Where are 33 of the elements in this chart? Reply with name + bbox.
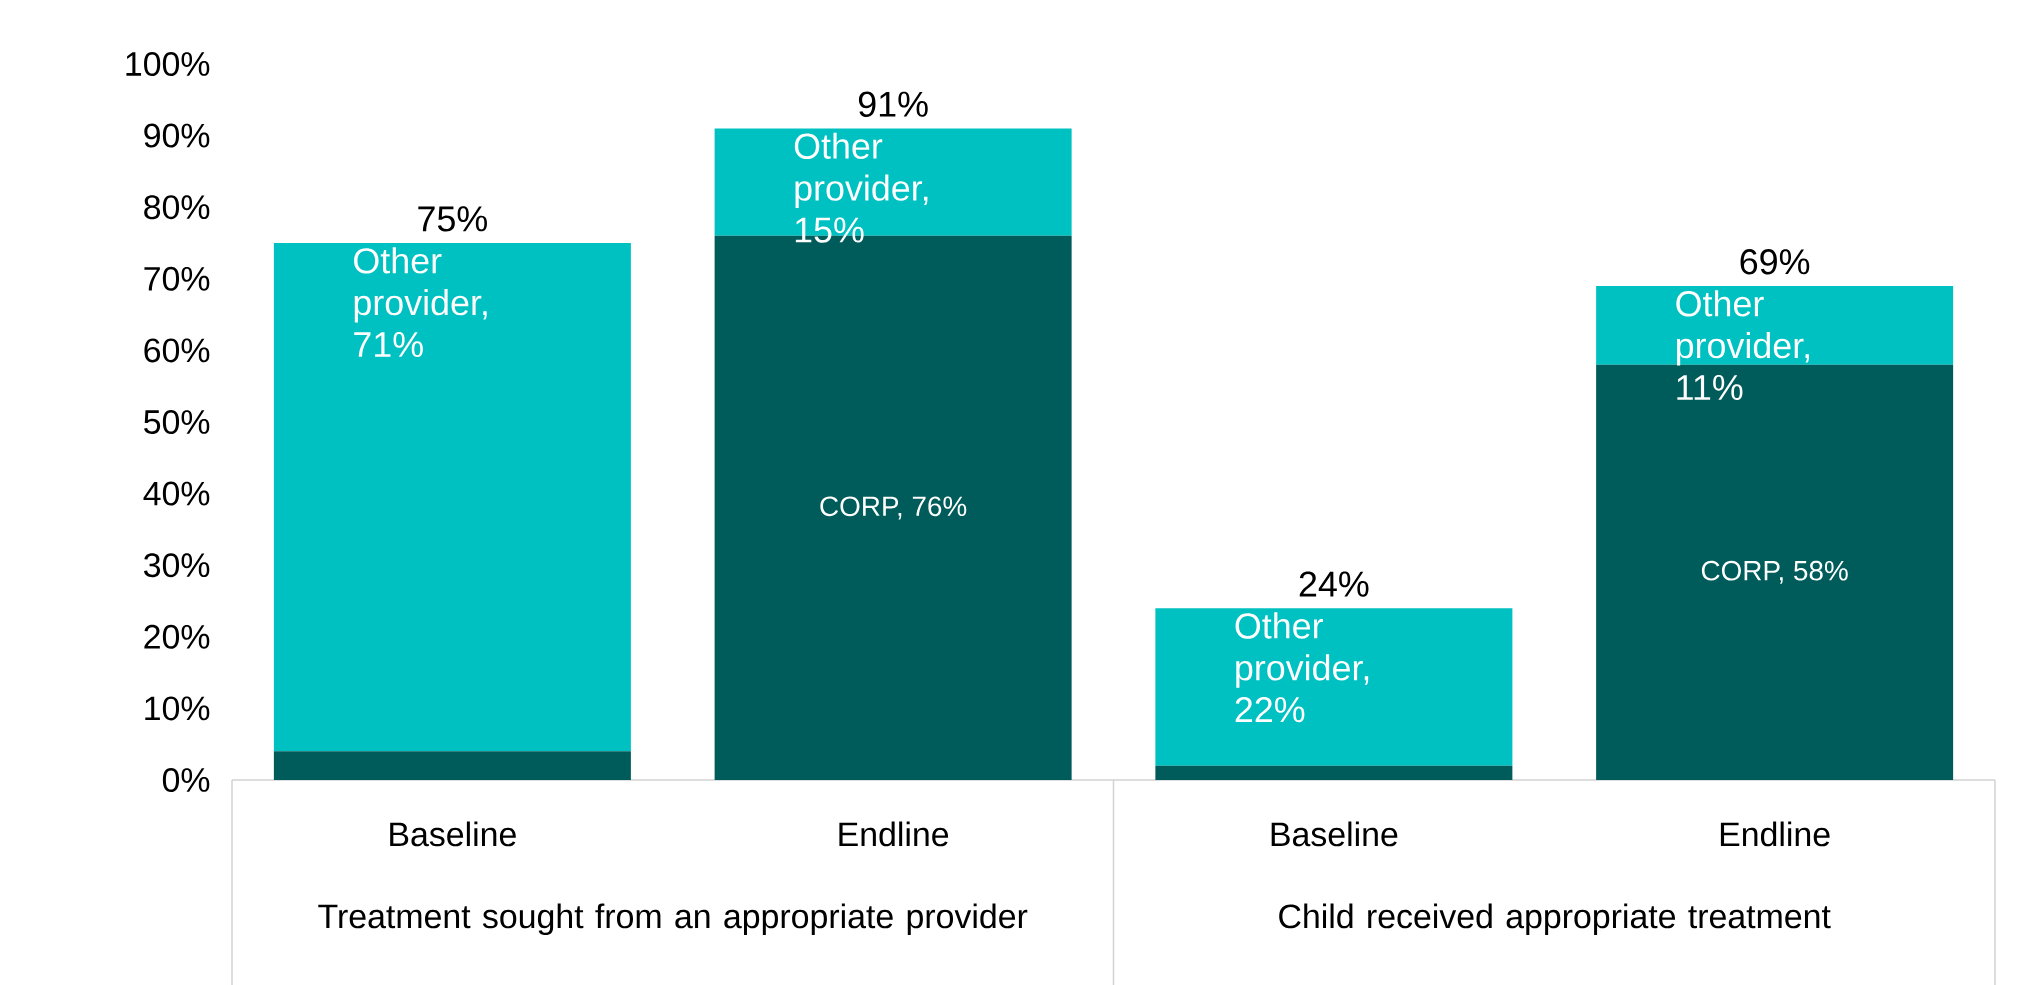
- bar: [273, 751, 631, 780]
- bar: [1155, 765, 1513, 780]
- y-tick-label: 0%: [162, 768, 210, 792]
- bar: [1596, 285, 1954, 365]
- data-label: Other provider, 11%: [1676, 290, 1809, 401]
- total-label: 91%: [858, 91, 928, 117]
- text: Treatment sought from an appropriate provider: [318, 903, 1028, 936]
- y-tick-label: 10%: [145, 696, 210, 721]
- bar: [1155, 608, 1513, 766]
- y-tick-label: 90%: [144, 123, 210, 148]
- data-label: Other provider, 22%: [1235, 612, 1369, 723]
- x-tick-label: Endline: [1720, 821, 1830, 847]
- total-label: 69%: [1740, 249, 1810, 275]
- y-tick-label: 20%: [144, 624, 210, 649]
- text: Child received appropriate treatment: [1279, 903, 1831, 936]
- x-tick-label: Baseline: [1271, 821, 1398, 847]
- x-tick-label: Endline: [839, 821, 949, 847]
- y-tick-label: 70%: [144, 266, 210, 291]
- data-label: CORP, 58%: [1701, 560, 1848, 584]
- data-label: Other provider, 15%: [794, 132, 928, 243]
- x-tick-label: Baseline: [390, 821, 516, 847]
- total-label: 75%: [418, 206, 487, 232]
- y-tick-label: 80%: [144, 195, 210, 220]
- y-tick-label: 30%: [144, 553, 210, 578]
- y-tick-label: 100%: [126, 52, 210, 76]
- y-tick-label: 60%: [144, 338, 210, 363]
- y-tick-label: 50%: [144, 410, 210, 434]
- bar: [273, 243, 631, 752]
- y-tick-label: 40%: [143, 481, 210, 506]
- total-label: 24%: [1299, 571, 1369, 597]
- bar: [1596, 364, 1954, 780]
- data-label: CORP, 76%: [820, 496, 967, 520]
- data-label: Other provider, 71%: [354, 247, 487, 358]
